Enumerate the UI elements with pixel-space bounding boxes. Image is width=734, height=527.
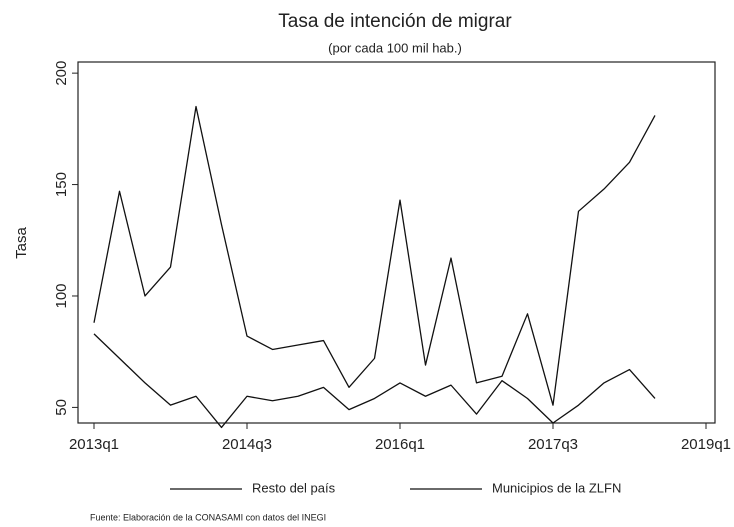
x-tick-label: 2014q3 bbox=[222, 436, 272, 453]
source-note: Fuente: Elaboración de la CONASAMI con d… bbox=[90, 512, 326, 522]
x-tick-label: 2017q3 bbox=[528, 436, 578, 453]
series-line bbox=[93, 105, 656, 406]
y-tick-label: 100 bbox=[53, 283, 70, 308]
legend-label: Municipios de la ZLFN bbox=[492, 480, 621, 495]
y-tick-label: 200 bbox=[53, 61, 70, 86]
x-tick-label: 2019q1 bbox=[681, 436, 731, 453]
y-tick-label: 150 bbox=[53, 172, 70, 197]
x-tick-label: 2013q1 bbox=[69, 436, 119, 453]
x-tick-label: 2016q1 bbox=[375, 436, 425, 453]
chart-subtitle: (por cada 100 mil hab.) bbox=[328, 40, 462, 55]
y-tick-label: 50 bbox=[53, 399, 70, 416]
plot-frame bbox=[77, 61, 716, 424]
series-line bbox=[93, 333, 656, 429]
y-axis-label: Tasa bbox=[13, 227, 30, 259]
legend-label: Resto del país bbox=[252, 480, 336, 495]
chart-title: Tasa de intención de migrar bbox=[278, 11, 512, 32]
